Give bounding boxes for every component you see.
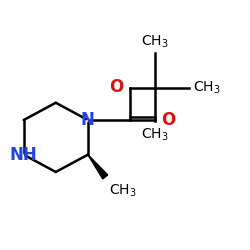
Text: CH$_3$: CH$_3$ <box>193 80 220 96</box>
Polygon shape <box>88 155 108 179</box>
Text: CH$_3$: CH$_3$ <box>141 126 169 143</box>
Text: O: O <box>161 111 175 129</box>
Text: NH: NH <box>10 146 38 164</box>
Text: CH$_3$: CH$_3$ <box>141 33 169 50</box>
Text: O: O <box>110 78 124 96</box>
Text: N: N <box>81 111 95 129</box>
Text: CH$_3$: CH$_3$ <box>109 183 136 200</box>
